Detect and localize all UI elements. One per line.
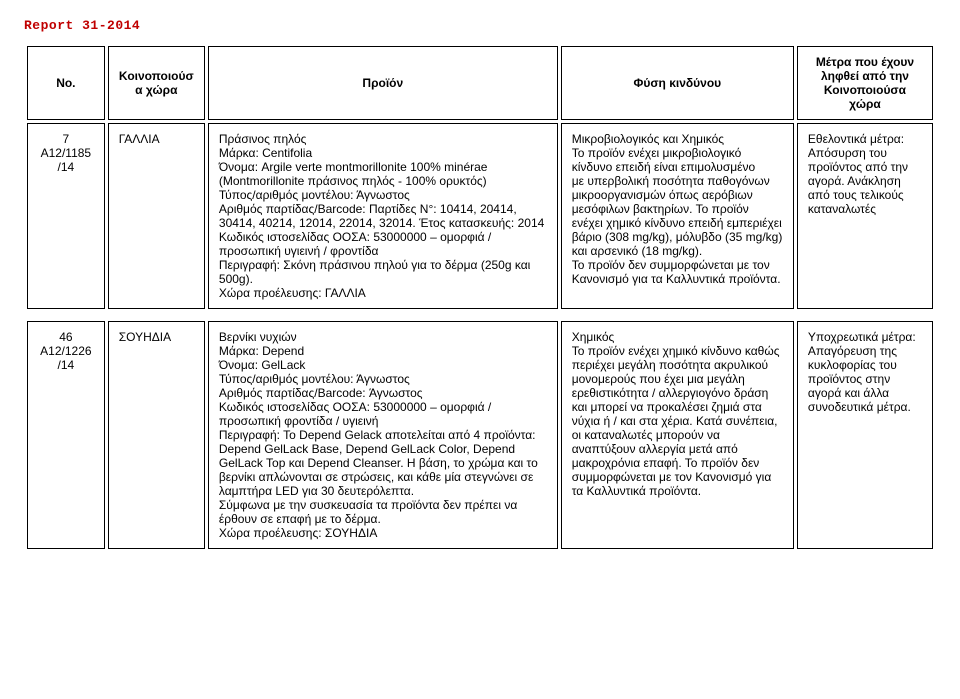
cell-danger: ΧημικόςΤο προϊόν ενέχει χημικό κίνδυνο κ… [561,321,794,549]
cell-product: Βερνίκι νυχιώνΜάρκα: DependΌνομα: GelLac… [208,321,558,549]
table-header-row: No. Κοινοποιούσα χώρα Προϊόν Φύση κινδύν… [27,46,933,120]
cell-no: 46A12/1226/14 [27,321,105,549]
report-title: Report 31-2014 [24,18,936,33]
cell-product: Πράσινος πηλόςΜάρκα: CentifoliaΌνομα: Ar… [208,123,558,309]
col-header-product: Προϊόν [208,46,558,120]
col-header-measures: Μέτρα που έχουν ληφθεί από την Κοινοποιο… [797,46,933,120]
table-row: 46A12/1226/14 ΣΟΥΗΔΙΑ Βερνίκι νυχιώνΜάρκ… [27,321,933,549]
report-table: No. Κοινοποιούσα χώρα Προϊόν Φύση κινδύν… [24,43,936,552]
row-spacer [27,312,933,318]
cell-danger: Μικροβιολογικός και ΧημικόςΤο προϊόν ενέ… [561,123,794,309]
col-header-danger: Φύση κινδύνου [561,46,794,120]
cell-no: 7A12/1185/14 [27,123,105,309]
cell-measures: Εθελοντικά μέτρα: Απόσυρση του προϊόντος… [797,123,933,309]
cell-country: ΓΑΛΛΙΑ [108,123,205,309]
col-header-country: Κοινοποιούσα χώρα [108,46,205,120]
table-row: 7A12/1185/14 ΓΑΛΛΙΑ Πράσινος πηλόςΜάρκα:… [27,123,933,309]
col-header-no: No. [27,46,105,120]
cell-measures: Υποχρεωτικά μέτρα: Απαγόρευση της κυκλοφ… [797,321,933,549]
cell-country: ΣΟΥΗΔΙΑ [108,321,205,549]
